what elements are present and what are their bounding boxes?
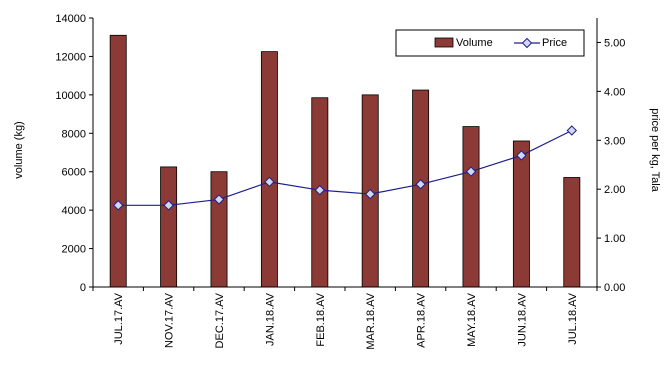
- y2-tick-label: 1.00: [604, 233, 625, 245]
- y-axis-title: volume (kg): [13, 121, 25, 178]
- y-tick-label: 10000: [55, 90, 86, 102]
- y-tick-label: 8000: [62, 128, 86, 140]
- x-category-label: JUL.18.AV: [567, 292, 579, 344]
- price-point: [415, 179, 426, 190]
- x-category-label: JUN.18.AV: [516, 292, 528, 346]
- y-tick-label: 2000: [62, 244, 86, 256]
- price-point: [264, 176, 275, 188]
- volume-bar: [563, 177, 581, 288]
- price-point: [163, 200, 174, 211]
- x-category-label: NOV.17.AV: [164, 292, 176, 348]
- legend-volume-label: Volume: [456, 37, 493, 49]
- price-point: [112, 200, 124, 211]
- legend-price-label: Price: [542, 37, 567, 49]
- y-tick-label: 6000: [62, 167, 86, 179]
- price-point: [465, 166, 477, 177]
- volume-bar: [462, 126, 480, 288]
- legend-price-marker: [521, 37, 533, 49]
- y2-axis-title: price per kg, Tala: [649, 108, 661, 192]
- x-category-label: FEB.18.AV: [315, 292, 327, 346]
- y2-tick-label: 4.00: [604, 86, 625, 98]
- x-category-label: JUL.17.AV: [113, 292, 125, 344]
- volume-bar: [109, 34, 127, 288]
- x-category-label: MAY.18.AV: [466, 292, 478, 346]
- y-tick-label: 12000: [55, 51, 86, 63]
- line-layer: [112, 125, 578, 211]
- axes-layer: [89, 17, 601, 291]
- y-tick-label: 14000: [55, 13, 86, 25]
- x-category-label: DEC.17.AV: [214, 292, 226, 348]
- legend-box: [395, 29, 585, 57]
- price-point: [516, 150, 527, 161]
- y2-tick-label: 2.00: [604, 184, 625, 196]
- y-tick-label: 0: [80, 282, 86, 294]
- x-category-label: MAR.18.AV: [365, 292, 377, 349]
- price-point: [314, 184, 326, 196]
- volume-bar: [260, 51, 278, 288]
- bars-layer: [109, 34, 581, 288]
- price-line: [118, 129, 573, 206]
- volume-bar: [210, 171, 228, 288]
- price-point: [566, 125, 578, 136]
- y-tick-label: 4000: [62, 205, 86, 217]
- price-point: [213, 194, 225, 205]
- y2-tick-label: 3.00: [604, 135, 625, 147]
- labels-layer: 0 2000 4000 6000 8000 10000 12000 14000 0.00 1.00…: [55, 13, 625, 350]
- volume-bar: [160, 166, 178, 288]
- volume-bar: [512, 140, 530, 288]
- y2-tick-label: 5.00: [604, 37, 625, 49]
- price-point: [364, 188, 376, 200]
- x-category-label: JAN.18.AV: [264, 292, 276, 346]
- x-category-label: APR.18.AV: [416, 292, 428, 347]
- legend: Volume Price: [395, 29, 585, 57]
- y2-tick-label: 0.00: [604, 282, 625, 294]
- legend-volume-swatch: [434, 37, 454, 48]
